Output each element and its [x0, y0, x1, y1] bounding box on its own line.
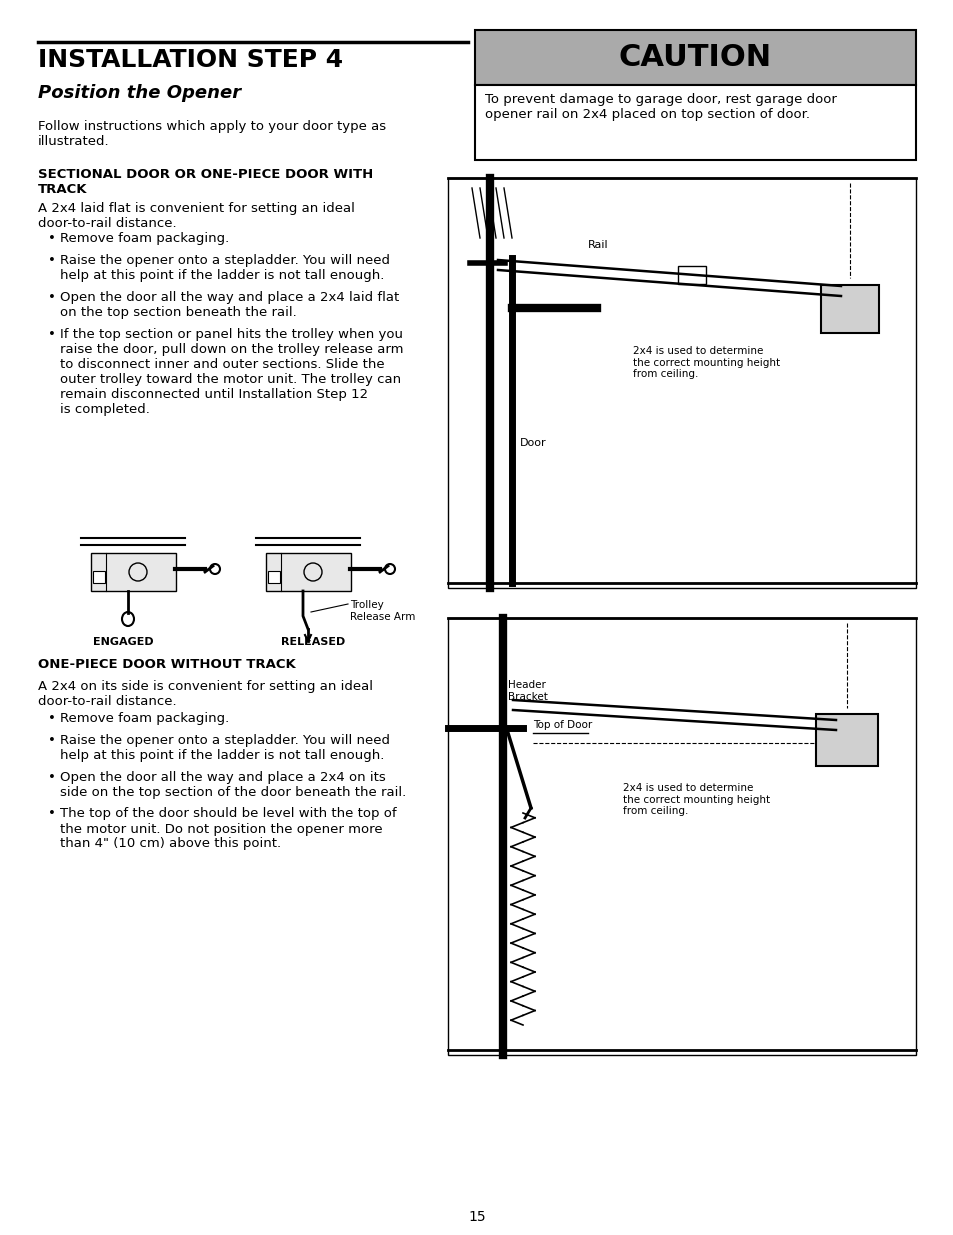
- Text: Remove foam packaging.: Remove foam packaging.: [60, 232, 229, 245]
- Text: •: •: [48, 290, 56, 304]
- Ellipse shape: [122, 613, 133, 626]
- Bar: [448, 178, 915, 588]
- Text: Raise the opener onto a stepladder. You will need
help at this point if the ladd: Raise the opener onto a stepladder. You …: [60, 734, 390, 762]
- Bar: [821, 285, 878, 333]
- Bar: [475, 30, 915, 85]
- Text: Door: Door: [519, 438, 546, 448]
- Text: Rail: Rail: [587, 240, 608, 249]
- Text: Follow instructions which apply to your door type as
illustrated.: Follow instructions which apply to your …: [38, 120, 386, 148]
- Text: Position the Opener: Position the Opener: [38, 84, 241, 103]
- Circle shape: [385, 564, 395, 574]
- Text: RELEASED: RELEASED: [280, 637, 345, 647]
- Text: •: •: [48, 253, 56, 267]
- Text: ONE-PIECE DOOR WITHOUT TRACK: ONE-PIECE DOOR WITHOUT TRACK: [38, 658, 295, 671]
- Bar: [92, 571, 105, 583]
- Text: Top of Door: Top of Door: [533, 720, 592, 730]
- Bar: [266, 553, 351, 592]
- Text: Header
Bracket: Header Bracket: [507, 680, 547, 701]
- Text: Trolley
Release Arm: Trolley Release Arm: [350, 600, 415, 621]
- Text: 2x4 is used to determine
the correct mounting height
from ceiling.: 2x4 is used to determine the correct mou…: [633, 346, 780, 379]
- Text: •: •: [48, 713, 56, 725]
- Text: A 2x4 laid flat is convenient for setting an ideal
door-to-rail distance.: A 2x4 laid flat is convenient for settin…: [38, 203, 355, 230]
- Text: The top of the door should be level with the top of
the motor unit. Do not posit: The top of the door should be level with…: [60, 808, 396, 851]
- Circle shape: [210, 564, 220, 574]
- Bar: [91, 553, 175, 592]
- Text: Remove foam packaging.: Remove foam packaging.: [60, 713, 229, 725]
- Text: Raise the opener onto a stepladder. You will need
help at this point if the ladd: Raise the opener onto a stepladder. You …: [60, 253, 390, 282]
- Text: Open the door all the way and place a 2x4 on its
side on the top section of the : Open the door all the way and place a 2x…: [60, 771, 406, 799]
- Bar: [475, 85, 915, 161]
- Text: •: •: [48, 327, 56, 341]
- Text: INSTALLATION STEP 4: INSTALLATION STEP 4: [38, 48, 343, 72]
- Text: Open the door all the way and place a 2x4 laid flat
on the top section beneath t: Open the door all the way and place a 2x…: [60, 290, 399, 319]
- Bar: [268, 571, 280, 583]
- Text: •: •: [48, 734, 56, 746]
- Text: CAUTION: CAUTION: [618, 43, 771, 72]
- Text: If the top section or panel hits the trolley when you
raise the door, pull down : If the top section or panel hits the tro…: [60, 327, 403, 415]
- Text: ENGAGED: ENGAGED: [92, 637, 153, 647]
- Bar: [448, 618, 915, 1055]
- Text: 2x4 is used to determine
the correct mounting height
from ceiling.: 2x4 is used to determine the correct mou…: [622, 783, 769, 816]
- Text: To prevent damage to garage door, rest garage door
opener rail on 2x4 placed on : To prevent damage to garage door, rest g…: [484, 93, 836, 121]
- Text: 15: 15: [468, 1210, 485, 1224]
- Bar: [815, 714, 877, 766]
- Text: A 2x4 on its side is convenient for setting an ideal
door-to-rail distance.: A 2x4 on its side is convenient for sett…: [38, 680, 373, 708]
- Text: •: •: [48, 232, 56, 245]
- Text: SECTIONAL DOOR OR ONE-PIECE DOOR WITH
TRACK: SECTIONAL DOOR OR ONE-PIECE DOOR WITH TR…: [38, 168, 373, 196]
- Text: •: •: [48, 808, 56, 820]
- Text: •: •: [48, 771, 56, 783]
- Bar: [678, 266, 705, 284]
